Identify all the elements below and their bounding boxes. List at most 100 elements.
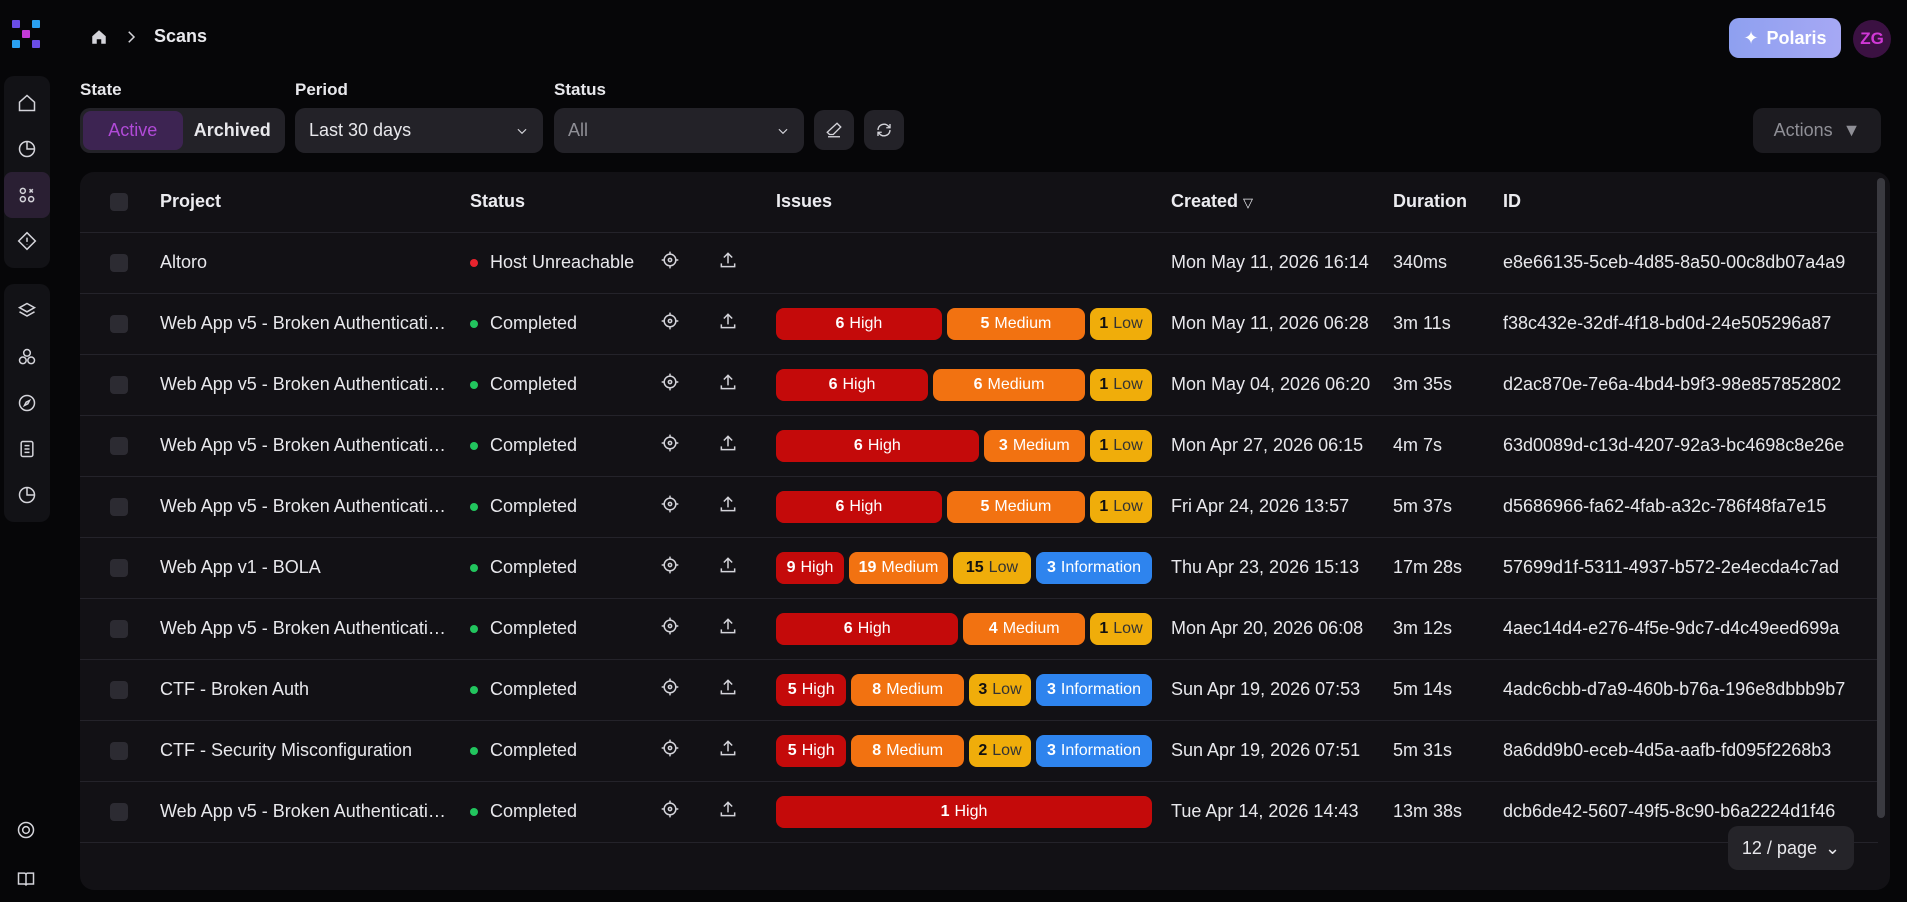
table-row[interactable]: Altoro Host Unreachable Mon May 11, 2026… [80, 232, 1878, 294]
issue-badge-medium[interactable]: 6 Medium [933, 368, 1085, 401]
issue-badge-high[interactable]: 9 High [776, 551, 844, 584]
export-icon[interactable] [718, 293, 776, 355]
table-row[interactable]: Web App v5 - Broken Authenticati… Comple… [80, 476, 1878, 538]
export-icon[interactable] [718, 476, 776, 538]
period-select[interactable]: Last 30 days [295, 108, 543, 153]
state-archived-option[interactable]: Archived [193, 120, 271, 140]
sidebar-item-integrations[interactable] [4, 334, 50, 380]
sidebar-item-docs[interactable] [3, 856, 49, 902]
export-icon[interactable] [718, 537, 776, 599]
sidebar-item-dashboard[interactable] [4, 126, 50, 172]
project-name[interactable]: Web App v5 - Broken Authenticati… [160, 435, 446, 455]
target-icon[interactable] [660, 293, 718, 355]
sidebar-item-issues[interactable] [4, 218, 50, 264]
sidebar-item-scans[interactable] [4, 172, 50, 218]
target-icon[interactable] [660, 354, 718, 416]
avatar[interactable]: ZG [1853, 20, 1891, 58]
status-select[interactable]: All [554, 108, 804, 153]
issue-badge-low[interactable]: 2 Low [969, 734, 1031, 767]
refresh-button[interactable] [864, 110, 904, 150]
column-id[interactable]: ID [1503, 172, 1878, 233]
column-duration[interactable]: Duration [1393, 172, 1503, 233]
issue-badge-low[interactable]: 15 Low [952, 551, 1031, 584]
issue-badge-high[interactable]: 6 High [776, 612, 959, 645]
issue-badge-info[interactable]: 3 Information [1036, 734, 1152, 767]
issue-badge-info[interactable]: 3 Information [1036, 673, 1152, 706]
row-checkbox[interactable] [110, 436, 128, 455]
project-name[interactable]: Web App v5 - Broken Authenticati… [160, 313, 446, 333]
polaris-button[interactable]: ✦ Polaris [1729, 18, 1841, 58]
issue-badge-medium[interactable]: 3 Medium [983, 429, 1085, 462]
table-scrollbar[interactable] [1877, 178, 1885, 818]
table-row[interactable]: Web App v5 - Broken Authenticati… Comple… [80, 293, 1878, 355]
issue-badge-medium[interactable]: 4 Medium [963, 612, 1085, 645]
target-icon[interactable] [660, 781, 718, 843]
issue-badge-medium[interactable]: 8 Medium [851, 734, 964, 767]
page-size-select[interactable]: 12 / page ⌄ [1728, 826, 1854, 870]
project-name[interactable]: Web App v5 - Broken Authenticati… [160, 496, 446, 516]
sidebar-item-support[interactable] [3, 807, 49, 853]
issue-badge-medium[interactable]: 19 Medium [849, 551, 948, 584]
issue-badge-high[interactable]: 5 High [776, 673, 847, 706]
clear-filters-button[interactable] [814, 110, 854, 150]
issue-badge-high[interactable]: 6 High [776, 307, 942, 340]
issue-badge-low[interactable]: 1 Low [1090, 490, 1152, 523]
table-row[interactable]: Web App v5 - Broken Authenticati… Comple… [80, 598, 1878, 660]
row-checkbox[interactable] [110, 619, 128, 638]
issue-badge-high[interactable]: 1 High [776, 795, 1152, 828]
export-icon[interactable] [718, 354, 776, 416]
column-issues[interactable]: Issues [776, 172, 1171, 233]
sidebar-item-explore[interactable] [4, 380, 50, 426]
issue-badge-high[interactable]: 6 High [776, 490, 942, 523]
table-row[interactable]: Web App v1 - BOLA Completed 9 High 19 Mediu… [80, 537, 1878, 599]
export-icon[interactable] [718, 598, 776, 660]
table-row[interactable]: Web App v5 - Broken Authenticati… Comple… [80, 354, 1878, 416]
export-icon[interactable] [718, 720, 776, 782]
issue-badge-low[interactable]: 1 Low [1090, 612, 1152, 645]
column-created[interactable]: Created ▽ [1171, 172, 1393, 233]
issue-badge-medium[interactable]: 5 Medium [946, 307, 1085, 340]
row-checkbox[interactable] [110, 375, 128, 394]
row-checkbox[interactable] [110, 802, 128, 821]
table-row[interactable]: Web App v5 - Broken Authenticati… Comple… [80, 415, 1878, 477]
state-active-option[interactable]: Active [83, 111, 183, 150]
row-checkbox[interactable] [110, 680, 128, 699]
issue-badge-high[interactable]: 5 High [776, 734, 847, 767]
column-status[interactable]: Status [470, 172, 660, 233]
issue-badge-low[interactable]: 1 Low [1090, 368, 1152, 401]
table-row[interactable]: CTF - Broken Auth Completed 5 High 8 Medium… [80, 659, 1878, 721]
home-icon[interactable] [90, 28, 108, 46]
issue-badge-info[interactable]: 3 Information [1036, 551, 1152, 584]
target-icon[interactable] [660, 659, 718, 721]
column-project[interactable]: Project [160, 172, 470, 233]
issue-badge-low[interactable]: 1 Low [1090, 307, 1152, 340]
export-icon[interactable] [718, 659, 776, 721]
row-checkbox[interactable] [110, 497, 128, 516]
issue-badge-medium[interactable]: 8 Medium [851, 673, 964, 706]
target-icon[interactable] [660, 537, 718, 599]
row-checkbox[interactable] [110, 314, 128, 333]
target-icon[interactable] [660, 720, 718, 782]
project-name[interactable]: Web App v1 - BOLA [160, 557, 321, 577]
sidebar-item-analytics[interactable] [4, 472, 50, 518]
target-icon[interactable] [660, 415, 718, 477]
target-icon[interactable] [660, 598, 718, 660]
table-row[interactable]: Web App v5 - Broken Authenticati… Comple… [80, 781, 1878, 843]
issue-badge-low[interactable]: 1 Low [1090, 429, 1152, 462]
table-row[interactable]: CTF - Security Misconfiguration Complete… [80, 720, 1878, 782]
sidebar-item-layers[interactable] [4, 288, 50, 334]
export-icon[interactable] [718, 232, 776, 294]
select-all-checkbox[interactable] [110, 192, 128, 211]
export-icon[interactable] [718, 781, 776, 843]
actions-button[interactable]: Actions ▼ [1753, 108, 1881, 153]
project-name[interactable]: CTF - Broken Auth [160, 679, 310, 699]
issue-badge-high[interactable]: 6 High [776, 429, 979, 462]
project-name[interactable]: CTF - Security Misconfiguration [160, 740, 413, 760]
app-logo[interactable] [12, 20, 40, 48]
export-icon[interactable] [718, 415, 776, 477]
row-checkbox[interactable] [110, 253, 128, 272]
issue-badge-high[interactable]: 6 High [776, 368, 928, 401]
project-name[interactable]: Altoro [160, 252, 208, 272]
project-name[interactable]: Web App v5 - Broken Authenticati… [160, 618, 446, 638]
target-icon[interactable] [660, 476, 718, 538]
